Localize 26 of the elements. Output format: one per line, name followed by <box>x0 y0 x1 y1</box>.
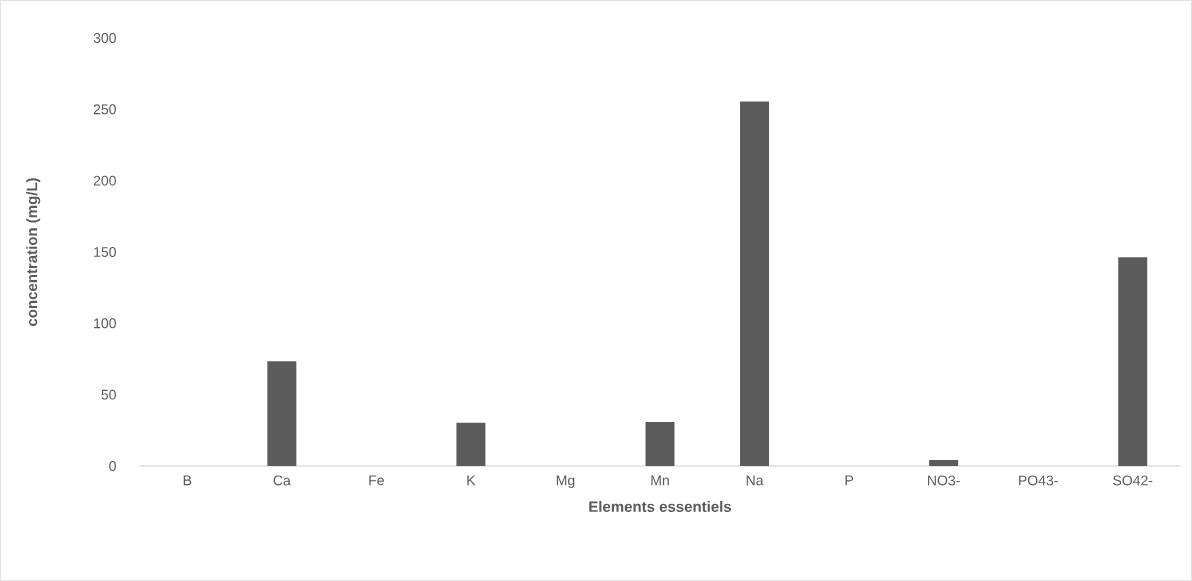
bar <box>645 422 675 466</box>
bar <box>267 361 297 466</box>
y-tick-label: 200 <box>93 175 116 186</box>
x-tick-label: SO42- <box>1113 475 1153 486</box>
x-tick-label: Mg <box>556 475 575 489</box>
y-tick-label: 50 <box>101 389 116 400</box>
x-tick-label: Fe <box>369 475 384 486</box>
y-tick-label: 300 <box>93 33 116 43</box>
y-tick-label: 0 <box>109 461 116 471</box>
y-axis-title: concentration (mg/L) <box>26 178 41 326</box>
x-axis-title: Elements essentiels <box>589 500 732 512</box>
x-tick-label: NO3- <box>928 475 960 486</box>
x-tick-label: P <box>845 475 854 486</box>
x-tick-label: Ca <box>273 475 291 486</box>
x-tick-label: B <box>183 475 192 486</box>
bar <box>929 459 959 466</box>
x-tick-label: Mn <box>651 475 669 486</box>
x-tick-label: Na <box>746 475 764 486</box>
bar <box>1118 257 1148 466</box>
bar <box>740 101 770 466</box>
x-tick-label: K <box>467 475 476 486</box>
x-tick-label: PO43- <box>1019 475 1058 486</box>
y-tick-label: 250 <box>93 104 116 115</box>
y-tick-label: 100 <box>94 318 116 329</box>
bar <box>456 422 486 466</box>
y-tick-label: 150 <box>94 247 116 257</box>
